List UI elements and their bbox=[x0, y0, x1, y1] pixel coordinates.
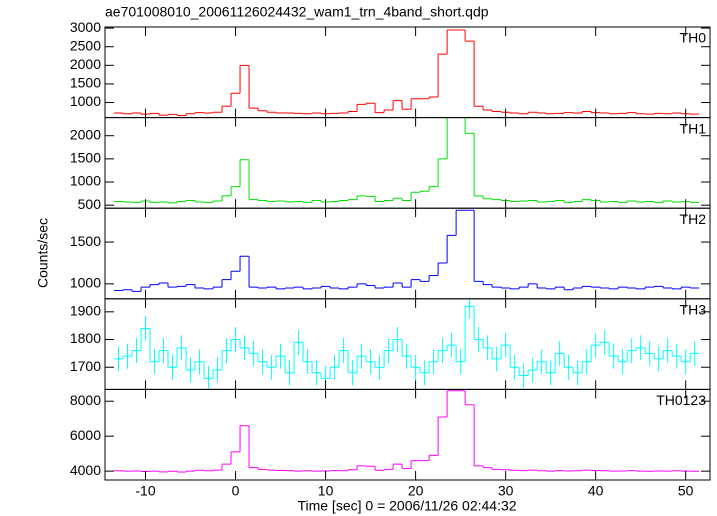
y-tick-label: 1000 bbox=[70, 173, 101, 189]
y-tick-label: 1500 bbox=[70, 233, 101, 249]
y-tick-label: 1800 bbox=[70, 330, 101, 346]
panel-frame bbox=[104, 207, 711, 300]
y-tick-label: 3000 bbox=[70, 19, 101, 35]
y-tick-label: 1500 bbox=[70, 75, 101, 91]
panel-label: TH3 bbox=[680, 302, 707, 318]
panel-frame bbox=[104, 388, 711, 481]
panel bbox=[114, 29, 700, 117]
y-tick-label: 1000 bbox=[70, 93, 101, 109]
panel-frame bbox=[104, 26, 711, 119]
y-tick-label: 2000 bbox=[70, 126, 101, 142]
y-axis-label: Counts/sec bbox=[35, 218, 51, 288]
x-tick-label: -10 bbox=[135, 483, 155, 499]
panel bbox=[114, 117, 700, 204]
y-tick-label: 1900 bbox=[70, 303, 101, 319]
x-tick-label: 30 bbox=[498, 483, 514, 499]
y-tick-label: 2000 bbox=[70, 56, 101, 72]
y-tick-label: 6000 bbox=[70, 427, 101, 443]
panel-label: TH0123 bbox=[656, 392, 706, 408]
panel-label: TH0 bbox=[680, 30, 707, 46]
x-tick-label: 0 bbox=[232, 483, 240, 499]
x-axis-label: Time [sec] 0 = 2006/11/26 02:44:32 bbox=[297, 498, 516, 514]
y-tick-label: 8000 bbox=[70, 392, 101, 408]
panel bbox=[114, 390, 700, 473]
y-tick-label: 4000 bbox=[70, 462, 101, 478]
x-tick-label: 40 bbox=[588, 483, 604, 499]
panel bbox=[114, 209, 700, 292]
panel-label: TH1 bbox=[680, 120, 707, 136]
panel-frame bbox=[104, 298, 711, 390]
chart-title: ae701008010_20061126024432_wam1_trn_4ban… bbox=[105, 4, 489, 20]
y-tick-label: 500 bbox=[78, 196, 102, 212]
panel-label: TH2 bbox=[680, 211, 707, 227]
y-tick-label: 1700 bbox=[70, 358, 101, 374]
x-tick-label: 20 bbox=[408, 483, 424, 499]
x-tick-label: 50 bbox=[678, 483, 694, 499]
y-tick-label: 1500 bbox=[70, 150, 101, 166]
y-tick-label: 1000 bbox=[70, 275, 101, 291]
y-tick-label: 2500 bbox=[70, 37, 101, 53]
panel bbox=[114, 298, 700, 390]
panel-frame bbox=[104, 117, 711, 209]
x-tick-label: 10 bbox=[318, 483, 334, 499]
